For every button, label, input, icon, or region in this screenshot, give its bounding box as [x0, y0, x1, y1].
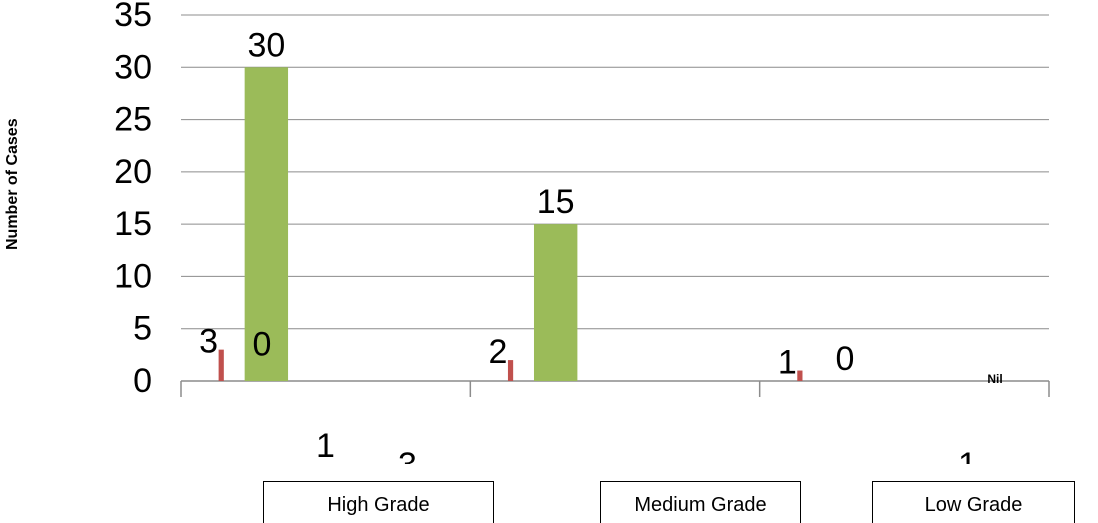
extra-label-nil: Nil: [987, 372, 1002, 386]
data-labels: 3 2 1 30 15 0 0 Nil: [199, 26, 1003, 386]
category-label-low-grade: Low Grade: [872, 481, 1075, 523]
stray-number-3: 1: [958, 448, 977, 464]
x-axis: [180, 380, 1050, 397]
data-label-medium-grade-series-0: 2: [488, 333, 507, 371]
data-label-medium-grade-series-1: 15: [537, 183, 575, 221]
category-label-medium-grade-text: Medium Grade: [634, 494, 767, 516]
category-label-high-grade-text: High Grade: [327, 494, 430, 516]
category-label-low-grade-text: Low Grade: [924, 494, 1023, 516]
gridlines: [181, 14, 1049, 330]
y-tick-label-30: 30: [114, 48, 152, 86]
bars: [218, 67, 803, 382]
data-label-high-grade-series-1: 30: [247, 26, 285, 64]
y-axis-ticks: 0 5 10 15 20 25 30 35: [114, 0, 152, 400]
y-tick-label-20: 20: [114, 153, 152, 191]
bar-medium-grade-series-0: [507, 360, 514, 381]
bar-medium-grade-series-1: [533, 224, 578, 381]
data-label-low-grade-series-1: 0: [836, 340, 855, 378]
bar-high-grade-series-0: [218, 349, 224, 381]
category-label-medium-grade: Medium Grade: [600, 481, 801, 523]
category-label-high-grade: High Grade: [263, 481, 494, 523]
y-tick-label-10: 10: [114, 257, 152, 295]
bar-low-grade-series-0: [797, 370, 803, 381]
stray-number-1: 1: [316, 429, 335, 463]
bar-high-grade-series-1: [244, 67, 289, 382]
y-tick-label-5: 5: [133, 310, 152, 348]
y-axis-title: Number of Cases: [4, 118, 21, 250]
extra-label-zero: 0: [253, 325, 272, 363]
y-tick-label-15: 15: [114, 205, 152, 243]
stray-number-2: 3: [398, 448, 417, 464]
y-tick-label-35: 35: [114, 0, 152, 34]
y-tick-label-25: 25: [114, 101, 152, 139]
data-label-low-grade-series-0: 1: [778, 344, 797, 382]
y-tick-label-0: 0: [133, 362, 152, 400]
data-label-high-grade-series-0: 3: [199, 323, 218, 361]
